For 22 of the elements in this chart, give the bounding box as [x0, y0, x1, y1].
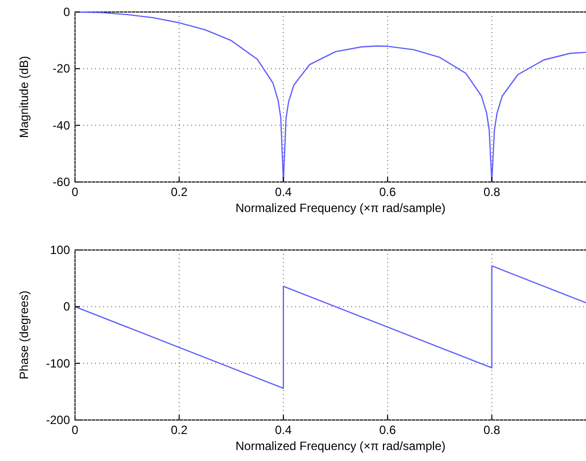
x-tick-label: 0.2 — [170, 423, 188, 437]
y-tick-label: 100 — [50, 243, 70, 257]
x-tick-label: 0.4 — [275, 185, 292, 199]
x-axis-title: Normalized Frequency (×π rad/sample) — [235, 439, 446, 453]
y-tick-label: -40 — [52, 118, 70, 132]
y-tick-label: 0 — [63, 300, 70, 314]
y-tick-label: -100 — [46, 356, 70, 370]
x-tick-label: 0 — [72, 423, 79, 437]
x-tick-label: 0.6 — [379, 423, 396, 437]
y-axis-title: Phase (degrees) — [17, 290, 31, 380]
y-tick-label: -200 — [46, 413, 70, 427]
y-tick-label: -20 — [52, 62, 70, 76]
x-tick-label: 0.2 — [170, 185, 188, 199]
x-tick-label: 0.4 — [275, 423, 292, 437]
x-tick-label: 0.8 — [483, 185, 500, 199]
x-axis-title: Normalized Frequency (×π rad/sample) — [235, 201, 446, 215]
x-tick-label: 0.8 — [483, 423, 500, 437]
y-tick-label: -60 — [52, 175, 70, 189]
x-tick-label: 0 — [72, 185, 79, 199]
y-axis-title: Magnitude (dB) — [17, 56, 31, 138]
x-tick-label: 0.6 — [379, 185, 396, 199]
y-tick-label: 0 — [63, 5, 70, 19]
